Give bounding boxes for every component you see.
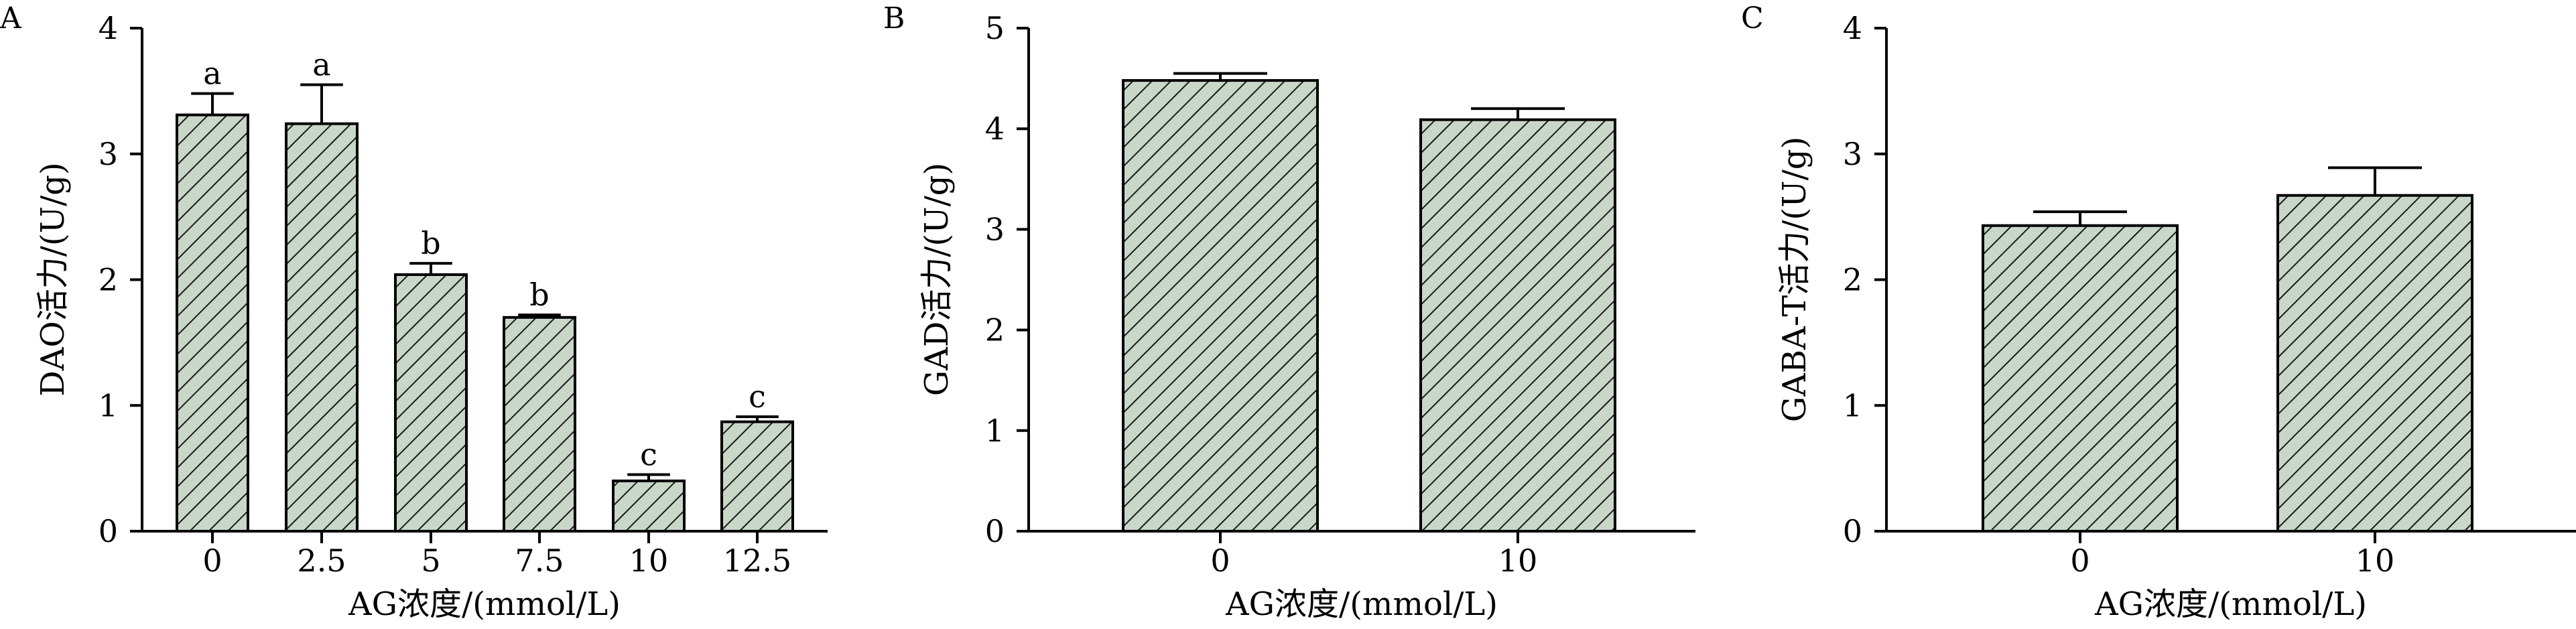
- panel-a-y-axis-label: DAO活力/(U/g): [34, 162, 72, 396]
- panel-b-y-ticks: 0 1 2 3 4 5: [985, 10, 1029, 549]
- panel-a-significance-letter: b: [421, 225, 440, 261]
- panel-c-y-tick-label: 3: [1843, 136, 1862, 172]
- panel-c-bar: [1982, 224, 2179, 533]
- panel-a-x-tick-label: 2.5: [297, 543, 346, 579]
- panel-a-bar: [503, 316, 576, 533]
- panel-a-y-tick-label: 3: [99, 136, 118, 172]
- panel-a-y-tick-label: 0: [99, 513, 118, 549]
- panel-c-bar: [2276, 194, 2473, 533]
- panel-a-x-tick-label: 12.5: [723, 543, 791, 579]
- panel-b-letter: B: [883, 1, 905, 36]
- panel-c-bars: [1982, 166, 2473, 533]
- panel-b-bar: [1122, 79, 1319, 533]
- panel-b-x-axis-label: AG浓度/(mmol/L): [1225, 585, 1498, 623]
- panel-b-y-tick-label: 0: [985, 513, 1005, 549]
- panel-c-x-ticks: 0 10: [2070, 531, 2394, 579]
- panel-b: B 0 1 2 3 4 5 0 10 AG浓度/(mmol/L) GAD活力/(U/g): [883, 1, 1695, 623]
- panel-b-y-tick-label: 2: [985, 312, 1005, 348]
- panel-b-y-axis-label: GAD活力/(U/g): [918, 163, 956, 396]
- panel-c-y-tick-label: 0: [1843, 513, 1862, 549]
- panel-c-y-tick-label: 1: [1843, 387, 1862, 423]
- panel-b-x-tick-label: 0: [1210, 543, 1230, 579]
- panel-a-y-tick-label: 1: [99, 387, 118, 423]
- panel-a-x-tick-label: 7.5: [515, 543, 564, 579]
- panel-a-bar: [612, 479, 686, 533]
- panel-a-significance-letter: a: [203, 56, 221, 92]
- panel-c-y-tick-label: 2: [1843, 262, 1862, 298]
- panel-a-bar: [285, 122, 359, 533]
- panel-a-bars: a a b b c c: [176, 46, 794, 533]
- panel-a-bar: [176, 113, 249, 533]
- panel-a-y-tick-label: 4: [99, 10, 118, 46]
- panel-b-x-tick-label: 10: [1498, 543, 1538, 579]
- panel-c-y-tick-label: 4: [1843, 10, 1862, 46]
- panel-a-y-tick-label: 2: [99, 262, 118, 298]
- panel-a-x-tick-label: 0: [202, 543, 222, 579]
- panel-b-y-tick-label: 4: [985, 111, 1005, 147]
- panel-b-bars: [1122, 72, 1616, 533]
- panel-b-y-tick-label: 1: [985, 413, 1005, 449]
- panel-a-bar: [720, 420, 794, 533]
- panel-c-letter: C: [1741, 1, 1764, 36]
- panel-c-x-axis-label: AG浓度/(mmol/L): [2094, 585, 2367, 623]
- panel-b-x-ticks: 0 10: [1210, 531, 1537, 579]
- panel-a-bar: [394, 273, 468, 533]
- panel-c-x-tick-label: 10: [2356, 543, 2395, 579]
- panel-c: C 0 1 2 3 4 0 10 AG浓度/(mmol/L) GABA-T活力/(U/g): [1741, 1, 2576, 623]
- panel-c-y-ticks: 0 1 2 3 4: [1843, 10, 1886, 549]
- panel-a-significance-letter: c: [640, 437, 657, 473]
- panel-a-significance-letter: c: [749, 378, 766, 415]
- panel-a-letter: A: [0, 1, 22, 36]
- panel-b-bar: [1419, 118, 1616, 533]
- panel-a-x-axis-label: AG浓度/(mmol/L): [348, 585, 621, 623]
- panel-a: A 0 1 2 3 4 a a b b c c 0 2.5 5 7.5 10 12.5 AG浓度/(mmol…: [0, 1, 828, 623]
- panel-a-x-ticks: 0 2.5 5 7.5 10 12.5: [202, 531, 791, 579]
- panel-a-significance-letter: b: [529, 277, 549, 313]
- panel-a-significance-letter: a: [312, 46, 330, 82]
- panel-a-x-tick-label: 5: [421, 543, 440, 579]
- panel-b-y-tick-label: 5: [985, 10, 1005, 46]
- panel-c-x-tick-label: 0: [2070, 543, 2089, 579]
- panel-a-y-ticks: 0 1 2 3 4: [99, 10, 142, 549]
- panel-a-x-tick-label: 10: [629, 543, 669, 579]
- panel-b-y-tick-label: 3: [985, 211, 1005, 247]
- panel-c-y-axis-label: GABA-T活力/(U/g): [1776, 137, 1813, 422]
